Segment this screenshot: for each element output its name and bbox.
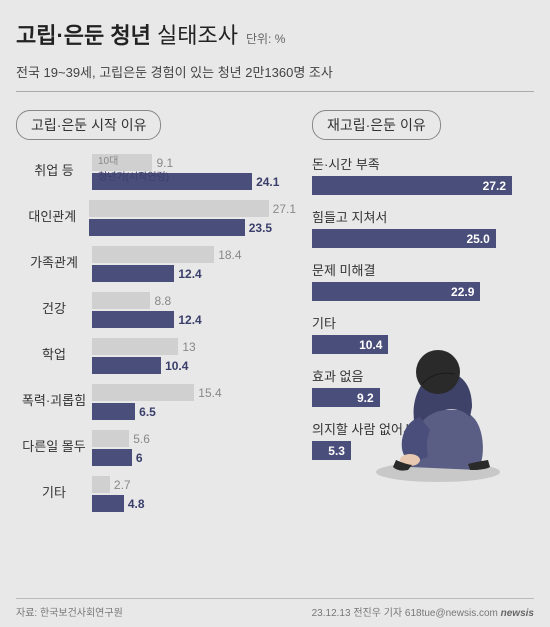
footer: 자료: 한국보건사회연구원 23.12.13 전진우 기자 618tue@new… xyxy=(16,598,534,619)
left-row-label: 학업 xyxy=(16,338,92,363)
bar-youth-value: 10.4 xyxy=(165,359,188,373)
source: 자료: 한국보건사회연구원 xyxy=(16,604,123,619)
right-chart: 재고립·은둔 이유 돈·시간 부족 27.2 힘들고 지쳐서 25.0 문제 미해결 22… xyxy=(312,110,530,522)
right-bar-value: 5.3 xyxy=(328,444,345,458)
bar-youth xyxy=(92,495,124,512)
left-bars: 18.4 12.4 xyxy=(92,246,296,282)
source-text: 한국보건사회연구원 xyxy=(40,608,123,619)
bar-youth xyxy=(92,357,161,374)
left-section-label: 고립·은둔 시작 이유 xyxy=(16,110,161,140)
bar-youth-value: 12.4 xyxy=(178,267,201,281)
bar-teen-value: 15.4 xyxy=(198,386,221,400)
bar-youth-value: 6.5 xyxy=(139,405,156,419)
subtitle: 전국 19~39세, 고립은둔 경험이 있는 청년 2만1360명 조사 xyxy=(16,62,534,92)
left-bars: 8.8 12.4 xyxy=(92,292,296,328)
right-row: 힘들고 지쳐서 25.0 xyxy=(312,207,530,248)
right-bar: 27.2 xyxy=(312,176,512,195)
left-row-label: 건강 xyxy=(16,292,92,317)
bar-teen xyxy=(92,430,129,447)
left-row-label: 가족관계 xyxy=(16,246,92,271)
charts-container: 고립·은둔 시작 이유 취업 등10대청년기(시작연령)9.124.1대인관계2… xyxy=(16,110,534,522)
bar-teen-value: 5.6 xyxy=(133,432,150,446)
title-bold: 고립·은둔 청년 xyxy=(16,23,151,48)
bar-youth xyxy=(92,265,174,282)
bar-youth-value: 4.8 xyxy=(128,497,145,511)
left-bars: 15.4 6.5 xyxy=(92,384,296,420)
left-row: 폭력·괴롭힘 15.4 6.5 xyxy=(16,384,296,420)
credit: 23.12.13 전진우 기자 618tue@newsis.com xyxy=(312,608,498,619)
bar-teen-value: 8.8 xyxy=(154,294,171,308)
right-row: 문제 미해결 22.9 xyxy=(312,260,530,301)
left-row: 기타2.74.8 xyxy=(16,476,296,512)
left-bars: 10대청년기(시작연령)9.124.1 xyxy=(92,154,296,190)
bar-youth-value: 23.5 xyxy=(249,221,272,235)
bar-youth xyxy=(92,449,132,466)
bar-teen-value: 18.4 xyxy=(218,248,241,262)
bar-youth xyxy=(89,219,245,236)
legend-teen: 10대 xyxy=(98,152,118,167)
left-row-label: 대인관계 xyxy=(16,200,89,225)
right-bar-value: 22.9 xyxy=(451,285,474,299)
bar-teen-value: 2.7 xyxy=(114,478,131,492)
bar-teen-value: 13 xyxy=(182,340,195,354)
bar-teen xyxy=(92,338,178,355)
credit-wrap: 23.12.13 전진우 기자 618tue@newsis.com newsis xyxy=(312,604,534,619)
left-bars: 13 10.4 xyxy=(92,338,296,374)
left-row: 가족관계 18.4 12.4 xyxy=(16,246,296,282)
left-row-label: 취업 등 xyxy=(16,154,92,179)
title-light: 실태조사 xyxy=(151,23,238,48)
bar-youth-value: 12.4 xyxy=(178,313,201,327)
right-row: 돈·시간 부족 27.2 xyxy=(312,154,530,195)
bar-teen xyxy=(92,476,110,493)
right-row-label: 힘들고 지쳐서 xyxy=(312,207,530,226)
left-row-label: 기타 xyxy=(16,476,92,501)
left-row: 건강 8.8 12.4 xyxy=(16,292,296,328)
right-bar: 25.0 xyxy=(312,229,496,248)
person-illustration xyxy=(360,322,510,482)
page-title: 고립·은둔 청년 실태조사 xyxy=(16,18,238,50)
left-row: 다른일 몰두5.66 xyxy=(16,430,296,466)
left-bars: 5.66 xyxy=(92,430,296,466)
legend: 10대청년기(시작연령) xyxy=(98,152,169,183)
bar-teen xyxy=(89,200,269,217)
bar-youth-value: 6 xyxy=(136,451,143,465)
logo: newsis xyxy=(501,608,534,619)
right-bar-value: 25.0 xyxy=(466,232,489,246)
bar-teen-value: 27.1 xyxy=(273,202,296,216)
left-bars: 2.74.8 xyxy=(92,476,296,512)
right-row-label: 돈·시간 부족 xyxy=(312,154,530,173)
bar-youth xyxy=(92,403,135,420)
right-section-label: 재고립·은둔 이유 xyxy=(312,110,441,140)
left-row: 대인관계27.123.5 xyxy=(16,200,296,236)
bar-youth xyxy=(92,311,174,328)
bar-teen xyxy=(92,384,194,401)
right-bar: 22.9 xyxy=(312,282,480,301)
title-row: 고립·은둔 청년 실태조사 단위: % xyxy=(16,18,534,50)
right-bar: 5.3 xyxy=(312,441,351,460)
left-chart: 고립·은둔 시작 이유 취업 등10대청년기(시작연령)9.124.1대인관계2… xyxy=(16,110,296,522)
bar-youth-value: 24.1 xyxy=(256,175,279,189)
right-row-label: 문제 미해결 xyxy=(312,260,530,279)
right-bar-value: 27.2 xyxy=(483,179,506,193)
bar-teen xyxy=(92,246,214,263)
left-row: 취업 등10대청년기(시작연령)9.124.1 xyxy=(16,154,296,190)
left-bars: 27.123.5 xyxy=(89,200,296,236)
left-row-label: 다른일 몰두 xyxy=(16,430,92,455)
left-row-label: 폭력·괴롭힘 xyxy=(16,384,92,409)
unit-label: 단위: % xyxy=(246,30,285,47)
left-row: 학업 13 10.4 xyxy=(16,338,296,374)
legend-youth: 청년기(시작연령) xyxy=(98,168,169,183)
bar-teen xyxy=(92,292,150,309)
source-label: 자료: xyxy=(16,608,37,619)
